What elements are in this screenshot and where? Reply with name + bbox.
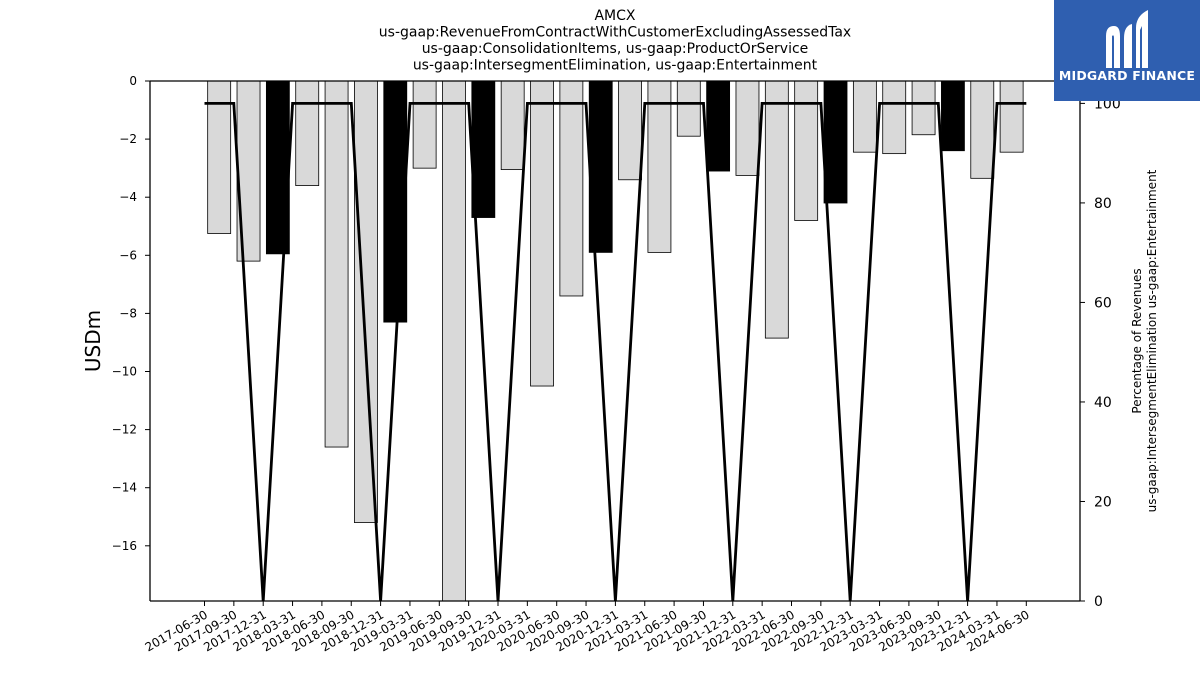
bar-2019-12-31: [500, 80, 525, 171]
y-tick-label: −10: [112, 365, 137, 379]
chart-title-line-1: AMCX: [594, 8, 635, 24]
y2-axis-label-line-2: us-gaap:IntersegmentElimination us-gaap:…: [1145, 169, 1159, 512]
y2-tick-label: 20: [1094, 494, 1112, 510]
bar-2023-03-31: [882, 80, 907, 155]
bar-2019-03-31: [412, 80, 437, 169]
bar-2021-06-30: [676, 80, 701, 137]
bar-2020-03-31: [530, 80, 554, 387]
y-tick-label: −14: [112, 481, 137, 495]
y-tick-label: −6: [119, 248, 137, 262]
y2-tick-label: 80: [1094, 196, 1112, 212]
bar-2021-03-31: [647, 80, 672, 253]
bar-2023-12-31: [970, 80, 995, 179]
bar-2021-09-30: [706, 80, 731, 172]
logo-text: MIDGARD FINANCE: [1058, 68, 1196, 83]
y-tick-label: 0: [129, 74, 137, 88]
y-tick-label: −8: [119, 306, 137, 320]
bar-2022-06-30: [794, 80, 819, 221]
chart-title-line-3: us-gaap:ConsolidationItems, us-gaap:Prod…: [422, 41, 809, 57]
bar-2023-06-30: [911, 80, 936, 136]
y-tick-label: −4: [119, 190, 137, 204]
y-tick-label: −2: [119, 132, 137, 146]
y2-tick-label: 40: [1094, 395, 1112, 411]
y2-axis-label-line-1: Percentage of Revenues: [1130, 268, 1144, 413]
y-axis-label: USDm: [81, 310, 105, 372]
bar-2022-03-31: [764, 80, 789, 339]
bar-2023-09-30: [941, 80, 965, 152]
y2-tick-label: 60: [1094, 295, 1112, 311]
bar-2020-12-31: [618, 80, 642, 181]
left-axis-ticks: 0 −2 −4 −6 −8 −10 −12 −14 −16: [112, 74, 150, 553]
midgard-logo-icon: [1106, 10, 1148, 68]
midgard-finance-logo: MIDGARD FINANCE: [1054, 0, 1200, 101]
bar-2018-09-30: [354, 80, 378, 523]
bar-2021-12-31: [735, 80, 760, 176]
bar-2022-12-31: [852, 80, 877, 153]
bar-2024-03-31: [999, 80, 1024, 153]
bar-2022-09-30: [823, 80, 848, 204]
chart-title-line-4: us-gaap:IntersegmentElimination, us-gaap…: [413, 58, 818, 74]
bar-2018-06-30: [324, 80, 349, 448]
y2-tick-label: 0: [1094, 594, 1103, 610]
y-tick-label: −12: [112, 423, 137, 437]
bar-2020-06-30: [559, 80, 584, 297]
y-tick-label: −16: [112, 539, 137, 553]
chart-title: AMCX us-gaap:RevenueFromContractWithCust…: [379, 8, 851, 74]
bar-series: [207, 80, 1024, 602]
bar-2018-03-31: [295, 80, 320, 186]
x-axis-ticks: 2017-06-302017-09-302017-12-312018-03-31…: [143, 601, 1032, 654]
bar-2019-06-30: [442, 80, 466, 602]
chart-title-line-2: us-gaap:RevenueFromContractWithCustomerE…: [379, 25, 851, 41]
